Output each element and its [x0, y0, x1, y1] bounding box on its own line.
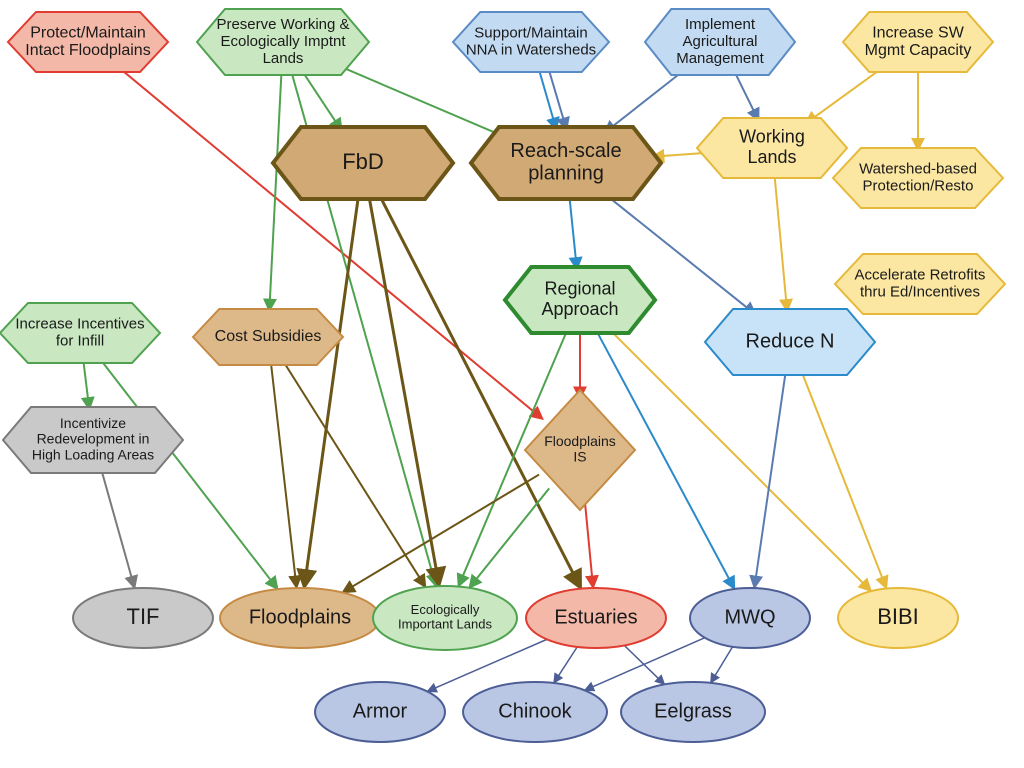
node-label-accelerate_retrofits-line0: Accelerate Retrofits — [855, 267, 986, 284]
node-label-bibi-line0: BIBI — [877, 604, 919, 629]
node-label-increase_sw-line1: Mgmt Capacity — [865, 42, 972, 59]
node-working_lands: WorkingLands — [697, 118, 847, 178]
node-label-incentivize_redev-line1: Redevelopment in — [37, 431, 150, 447]
node-label-chinook-line0: Chinook — [498, 700, 572, 722]
edge-fbd-to-eco_lands — [369, 196, 439, 586]
node-eelgrass: Eelgrass — [621, 682, 765, 742]
node-label-increase_incentives-line1: for Infill — [56, 332, 104, 349]
edge-increase_sw-to-working_lands — [805, 66, 884, 124]
edge-support_nna-to-reach_planning — [539, 69, 557, 130]
node-incentivize_redev: IncentivizeRedevelopment inHigh Loading … — [3, 407, 183, 473]
edge-floodplains_is-to-floodplains — [342, 475, 539, 593]
node-label-working_lands-line0: Working — [739, 127, 805, 147]
edge-estuaries-to-chinook — [554, 647, 577, 683]
edge-preserve_lands-to-cost_subsidies — [269, 72, 281, 311]
node-label-floodplains_is-line0: Floodplains — [544, 433, 616, 449]
node-label-floodplains-line0: Floodplains — [249, 606, 351, 628]
node-cost_subsidies: Cost Subsidies — [193, 309, 343, 365]
node-label-fbd-line0: FbD — [342, 149, 384, 174]
edge-reduce_n-to-bibi — [802, 372, 887, 589]
node-label-reach_planning-line1: planning — [528, 162, 604, 184]
node-increase_incentives: Increase Incentivesfor Infill — [0, 303, 160, 363]
edge-protect_floodplains-to-floodplains_is — [118, 67, 542, 419]
node-label-preserve_lands-line0: Preserve Working & — [216, 16, 349, 33]
node-label-tif-line0: TIF — [127, 604, 160, 629]
node-label-regional_approach-line1: Approach — [541, 299, 618, 319]
node-reduce_n: Reduce N — [705, 309, 875, 375]
node-label-eco_lands-line0: Ecologically — [411, 602, 480, 617]
node-eco_lands: EcologicallyImportant Lands — [373, 586, 517, 650]
node-estuaries: Estuaries — [526, 588, 666, 648]
edge-increase_incentives-to-floodplains — [100, 360, 277, 590]
node-label-mwq-line0: MWQ — [724, 606, 775, 628]
edge-mwq-to-eelgrass — [711, 647, 733, 683]
edge-fbd-to-floodplains — [304, 196, 358, 588]
node-implement_ag: ImplementAgriculturalManagement — [645, 9, 795, 75]
node-tif: TIF — [73, 588, 213, 648]
node-label-preserve_lands-line1: Ecologically Imptnt — [220, 33, 346, 50]
edge-working_lands-to-reduce_n — [775, 176, 788, 312]
node-label-incentivize_redev-line0: Incentivize — [60, 415, 126, 431]
node-label-implement_ag-line1: Agricultural — [682, 33, 757, 50]
edge-support_nna-to-reach_planning — [549, 69, 567, 130]
node-mwq: MWQ — [690, 588, 810, 648]
node-reach_planning: Reach-scaleplanning — [471, 127, 661, 199]
node-label-armor-line0: Armor — [353, 700, 408, 722]
node-label-preserve_lands-line2: Lands — [263, 50, 304, 67]
node-label-watershed_protection-line1: Protection/Resto — [863, 177, 974, 194]
node-accelerate_retrofits: Accelerate Retrofitsthru Ed/Incentives — [835, 254, 1005, 314]
node-fbd: FbD — [273, 127, 453, 199]
node-regional_approach: RegionalApproach — [505, 267, 655, 333]
environmental-diagram: Protect/MaintainIntact Floodplains Preser… — [0, 0, 1024, 768]
node-label-reach_planning-line0: Reach-scale — [510, 140, 621, 162]
node-floodplains_is: FloodplainsIS — [525, 390, 635, 510]
node-label-watershed_protection-line0: Watershed-based — [859, 161, 977, 178]
edge-increase_incentives-to-incentivize_redev — [83, 361, 89, 410]
edge-implement_ag-to-working_lands — [735, 72, 759, 121]
edge-preserve_lands-to-fbd — [302, 71, 341, 131]
node-label-working_lands-line1: Lands — [747, 147, 796, 167]
node-label-regional_approach-line0: Regional — [544, 279, 615, 299]
node-floodplains: Floodplains — [220, 588, 380, 648]
node-protect_floodplains: Protect/MaintainIntact Floodplains — [8, 12, 168, 72]
node-label-accelerate_retrofits-line1: thru Ed/Incentives — [860, 283, 980, 300]
node-support_nna: Support/MaintainNNA in Watersheds — [453, 12, 609, 72]
edge-implement_ag-to-reach_planning — [604, 68, 686, 133]
node-bibi: BIBI — [838, 588, 958, 648]
edge-cost_subsidies-to-floodplains — [271, 363, 297, 588]
edge-incentivize_redev-to-tif — [101, 470, 134, 588]
node-label-increase_incentives-line0: Increase Incentives — [15, 316, 144, 333]
node-armor: Armor — [315, 682, 445, 742]
node-label-implement_ag-line2: Management — [676, 50, 764, 67]
node-label-eelgrass-line0: Eelgrass — [654, 700, 732, 722]
node-label-reduce_n-line0: Reduce N — [746, 330, 835, 352]
node-label-eco_lands-line1: Important Lands — [398, 617, 492, 632]
node-layer: Protect/MaintainIntact Floodplains Preser… — [0, 9, 1005, 742]
node-label-protect_floodplains-line1: Intact Floodplains — [25, 42, 150, 59]
node-label-floodplains_is-line1: IS — [573, 449, 586, 465]
node-label-estuaries-line0: Estuaries — [554, 606, 637, 628]
node-label-cost_subsidies-line0: Cost Subsidies — [215, 328, 322, 345]
edge-floodplains_is-to-eco_lands — [469, 488, 549, 588]
node-preserve_lands: Preserve Working &Ecologically ImptntLan… — [197, 9, 369, 75]
node-label-implement_ag-line0: Implement — [685, 16, 756, 33]
node-label-support_nna-line1: NNA in Watersheds — [466, 41, 596, 58]
edge-fbd-to-estuaries — [380, 195, 581, 588]
node-increase_sw: Increase SWMgmt Capacity — [843, 12, 993, 72]
node-label-protect_floodplains-line0: Protect/Maintain — [30, 24, 146, 41]
node-chinook: Chinook — [463, 682, 607, 742]
edge-working_lands-to-reach_planning — [652, 153, 704, 157]
node-label-support_nna-line0: Support/Maintain — [474, 25, 587, 42]
node-watershed_protection: Watershed-basedProtection/Resto — [833, 148, 1003, 208]
edge-floodplains_is-to-estuaries — [585, 501, 593, 588]
node-label-incentivize_redev-line2: High Loading Areas — [32, 446, 154, 462]
node-label-increase_sw-line0: Increase SW — [872, 24, 964, 41]
edge-reach_planning-to-regional_approach — [569, 196, 577, 270]
